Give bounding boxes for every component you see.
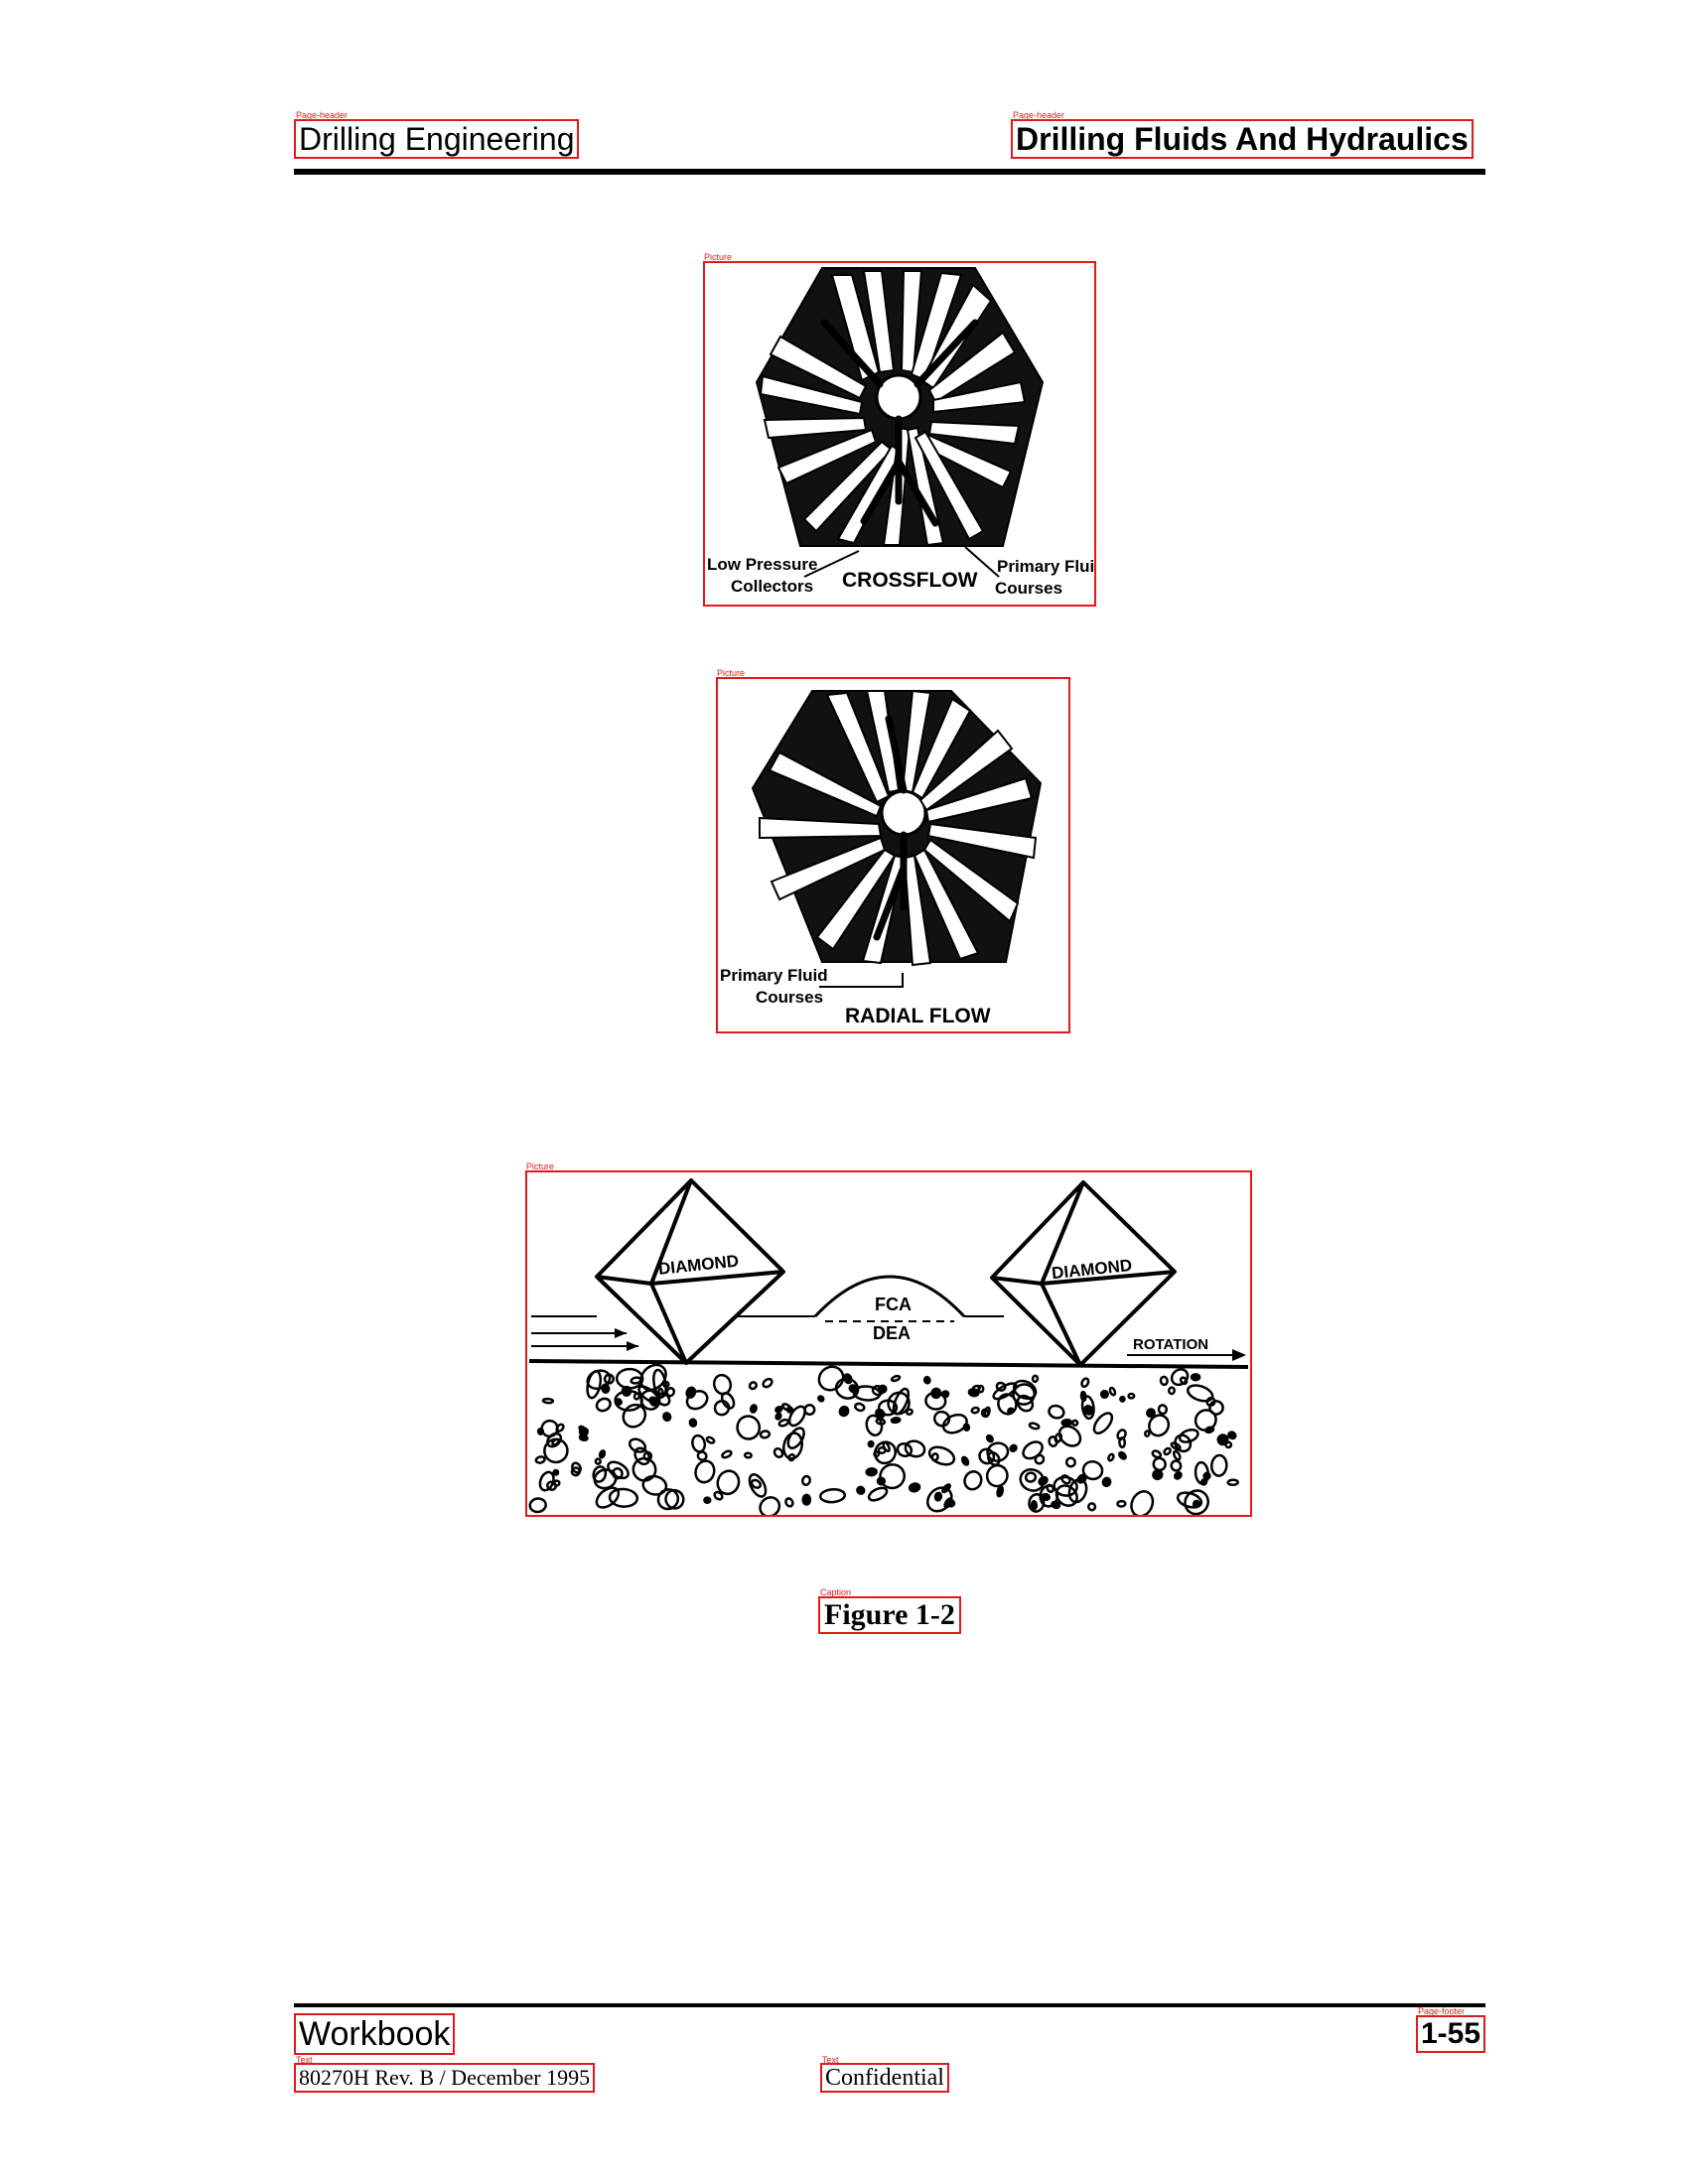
region-tag: Page-header — [296, 110, 349, 120]
header-rule — [294, 169, 1485, 175]
fca-label: FCA — [875, 1295, 912, 1314]
confidential-notice: Confidential — [820, 2063, 949, 2093]
diamond-cutting-diagram: FCA DEA ROTATION DIAMOND DIAMOND — [528, 1178, 1249, 1515]
region-tag: Page-footer — [1418, 2006, 1466, 2016]
region-tag: Caption — [820, 1587, 852, 1597]
region-tag: Text — [296, 2055, 313, 2065]
header-right-title: Drilling Fluids And Hydraulics — [1011, 119, 1474, 159]
page-number: 1-55 — [1415, 2015, 1486, 2053]
region-tag: Picture — [526, 1161, 555, 1171]
figure-caption: Figure 1-2 — [818, 1596, 961, 1634]
crossflow-right-label-2: Courses — [995, 579, 1062, 598]
dea-label: DEA — [873, 1323, 911, 1343]
radial-flow-diagram: Primary Fluid Courses RADIAL FLOW — [720, 689, 1043, 1027]
radial-flow-title: RADIAL FLOW — [845, 1005, 991, 1027]
region-tag: Text — [822, 2055, 839, 2065]
footer-workbook: Workbook — [293, 2013, 456, 2055]
region-tag: Page-header — [1013, 110, 1065, 120]
formation-texture — [528, 1363, 1239, 1515]
radial-label-1: Primary Fluid — [720, 966, 828, 985]
crossflow-left-label-1: Low Pressure — [707, 555, 818, 574]
radial-label-2: Courses — [756, 988, 823, 1007]
diamond-cutting-figure: FCA DEA ROTATION DIAMOND DIAMOND — [525, 1170, 1252, 1517]
crossflow-title: CROSSFLOW — [842, 569, 978, 592]
rotation-label: ROTATION — [1133, 1336, 1208, 1353]
region-tag: Picture — [717, 668, 746, 678]
footer-rule — [294, 2003, 1485, 2007]
crossflow-left-label-2: Collectors — [731, 577, 813, 596]
crossflow-right-label-1: Primary Fluid — [997, 557, 1094, 576]
crossflow-diagram: Low Pressure Collectors CROSSFLOW Primar… — [707, 267, 1094, 598]
radial-flow-figure: Primary Fluid Courses RADIAL FLOW — [716, 677, 1070, 1033]
region-tag: Picture — [704, 252, 733, 262]
header-left-title: Drilling Engineering — [293, 119, 580, 159]
document-reference: 80270H Rev. B / December 1995 — [293, 2063, 596, 2093]
crossflow-figure: Low Pressure Collectors CROSSFLOW Primar… — [703, 261, 1096, 607]
